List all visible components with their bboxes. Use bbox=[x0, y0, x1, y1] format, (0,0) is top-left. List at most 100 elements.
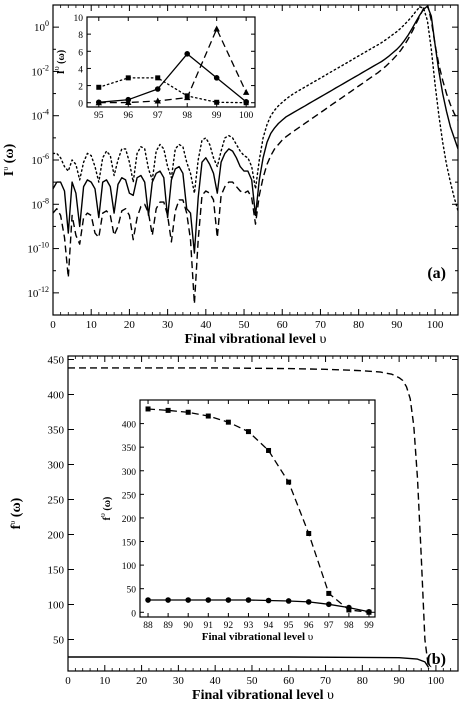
panel-label: (b) bbox=[426, 651, 446, 668]
y-tick-label: 250 bbox=[122, 491, 137, 501]
b-inset-chart: 88 89 90 91 92 93 94 95 96 97 98 99 0 50 100 150 200 250 3… bbox=[98, 399, 376, 643]
series-dashed-line bbox=[147, 408, 370, 613]
x-tick-label: 20 bbox=[124, 319, 136, 331]
x-tick-label: 30 bbox=[173, 675, 185, 687]
series-point-square bbox=[145, 406, 151, 412]
series-point-circle bbox=[154, 86, 161, 92]
x-axis-label: Final vibrational level υ bbox=[192, 688, 334, 703]
a-inset-chart: 95 96 97 98 99 100 0 2 4 6 8 10 Iυ (ω) bbox=[52, 14, 256, 121]
x-tick-label: 96 bbox=[124, 111, 134, 121]
x-tick-label: 94 bbox=[264, 621, 274, 631]
y-tick-label: 300 bbox=[48, 460, 65, 472]
y-tick-label: 10-12 bbox=[27, 285, 49, 300]
y-tick-label: 200 bbox=[122, 515, 137, 525]
series-dotted-line bbox=[98, 77, 247, 104]
series-point-square bbox=[306, 531, 312, 537]
series-point-circle bbox=[305, 599, 312, 605]
y-tick-label: 10-2 bbox=[31, 63, 49, 78]
y-tick-label: 4 bbox=[78, 65, 83, 75]
series-point-square bbox=[245, 429, 251, 435]
series-point-triangle bbox=[95, 99, 102, 106]
x-tick-label: 0 bbox=[50, 319, 56, 331]
series-point-square bbox=[266, 447, 272, 453]
x-tick-label: 20 bbox=[136, 675, 148, 687]
y-tick-label: 8 bbox=[78, 31, 83, 41]
x-tick-label: 30 bbox=[162, 319, 174, 331]
y-tick-label: 200 bbox=[48, 530, 65, 542]
x-tick-label: 100 bbox=[239, 111, 254, 121]
y-tick-label: 250 bbox=[48, 495, 65, 507]
y-tick-label: 2 bbox=[78, 83, 83, 93]
x-tick-label: 50 bbox=[239, 319, 251, 331]
series-point-square bbox=[165, 407, 171, 413]
y-tick-label: 10-4 bbox=[31, 108, 49, 123]
series-point-square bbox=[243, 100, 249, 106]
x-tick-label: 88 bbox=[143, 621, 153, 631]
x-tick-label: 40 bbox=[200, 319, 212, 331]
x-tick-label: 91 bbox=[204, 621, 214, 631]
y-axis-label: Iυ (ω) bbox=[52, 50, 67, 74]
x-tick-label: 92 bbox=[224, 621, 234, 631]
y-tick-label: 150 bbox=[48, 565, 65, 577]
x-tick-label: 70 bbox=[315, 319, 327, 331]
x-tick-label: 93 bbox=[244, 621, 254, 631]
x-axis-label: Final vibrational level υ bbox=[202, 631, 314, 643]
x-tick-label: 90 bbox=[183, 621, 193, 631]
y-axis-label: Iυ (ω) bbox=[1, 143, 17, 176]
y-tick-label: 50 bbox=[127, 586, 137, 596]
x-axis-label: Final vibrational level υ bbox=[185, 332, 327, 347]
x-tick-label: 90 bbox=[391, 319, 403, 331]
x-tick-label: 80 bbox=[353, 319, 365, 331]
series-point-square bbox=[184, 93, 190, 99]
x-tick-label: 80 bbox=[357, 675, 369, 687]
series-point-circle bbox=[225, 597, 232, 603]
series-point-triangle bbox=[154, 97, 161, 104]
series-point-square bbox=[326, 590, 332, 596]
y-tick-label: 450 bbox=[48, 355, 65, 367]
y-tick-label: 0 bbox=[131, 609, 136, 619]
y-tick-label: 350 bbox=[122, 444, 137, 454]
y-tick-label: 100 bbox=[34, 19, 49, 34]
series-point-square bbox=[205, 413, 211, 419]
series-point-square bbox=[286, 479, 292, 485]
series-point-circle bbox=[285, 598, 292, 604]
series-point-circle bbox=[366, 609, 372, 615]
series-point-circle bbox=[326, 601, 332, 608]
x-tick-label: 99 bbox=[364, 621, 374, 631]
x-tick-label: 89 bbox=[163, 621, 173, 631]
x-tick-label: 96 bbox=[304, 621, 314, 631]
series-point-circle bbox=[265, 597, 272, 604]
series-point-square bbox=[214, 99, 220, 105]
series-point-circle bbox=[245, 597, 252, 603]
y-tick-label: 10 bbox=[74, 14, 84, 24]
series-point-circle bbox=[213, 75, 220, 81]
x-tick-label: 60 bbox=[277, 319, 289, 331]
x-tick-label: 90 bbox=[394, 675, 406, 687]
x-tick-label: 95 bbox=[284, 621, 294, 631]
series-point-circle bbox=[184, 51, 191, 57]
x-tick-label: 40 bbox=[210, 675, 222, 687]
y-tick-label: 400 bbox=[48, 390, 65, 402]
series-point-square bbox=[125, 75, 131, 81]
series-point-square bbox=[185, 409, 191, 415]
x-tick-label: 50 bbox=[246, 675, 258, 687]
series-solid-line bbox=[98, 53, 247, 103]
y-tick-label: 150 bbox=[122, 539, 137, 549]
series-point-circle bbox=[346, 604, 352, 611]
x-tick-label: 98 bbox=[182, 111, 192, 121]
x-tick-label: 100 bbox=[427, 319, 444, 331]
x-tick-label: 99 bbox=[212, 111, 222, 121]
series-point-square bbox=[225, 419, 231, 425]
series-dashed-line bbox=[68, 367, 430, 669]
y-tick-label: 100 bbox=[122, 562, 137, 572]
y-tick-label: 350 bbox=[48, 425, 65, 437]
y-tick-label: 10-10 bbox=[27, 241, 49, 256]
series-point-square bbox=[96, 84, 102, 90]
y-tick-label: 300 bbox=[122, 468, 137, 478]
x-tick-label: 70 bbox=[320, 675, 332, 687]
series-dashed-line bbox=[98, 28, 247, 104]
series-dashed-line bbox=[53, 5, 458, 305]
x-tick-label: 0 bbox=[65, 675, 71, 687]
x-tick-label: 97 bbox=[153, 111, 163, 121]
